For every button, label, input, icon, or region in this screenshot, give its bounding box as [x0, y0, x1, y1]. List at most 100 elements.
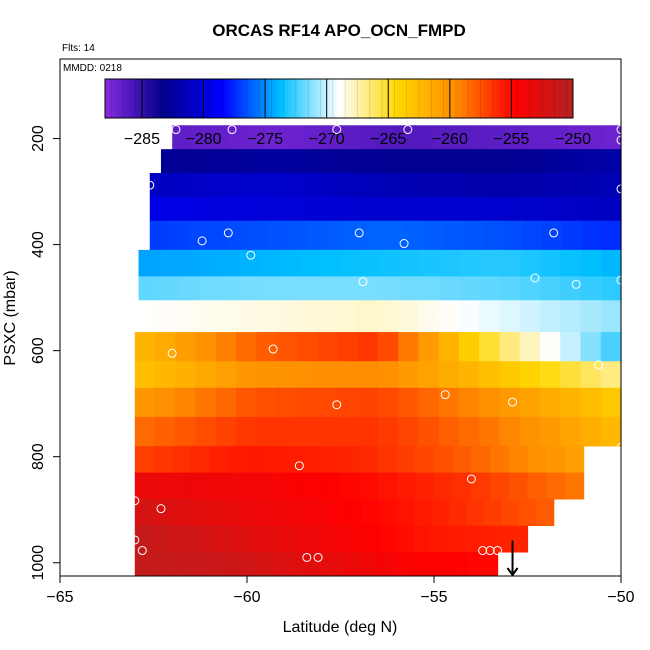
heatmap-cell: [581, 196, 602, 222]
heatmap-cell: [396, 446, 416, 473]
heatmap-cell: [256, 361, 278, 389]
heatmap-cell: [346, 196, 367, 222]
heatmap-cell: [466, 499, 485, 527]
heatmap-cell: [301, 552, 317, 577]
heatmap-cell: [377, 125, 398, 150]
heatmap-cell: [482, 552, 499, 577]
heatmap-cell: [208, 196, 229, 222]
heatmap-cell: [527, 125, 547, 150]
heatmap-cell: [321, 125, 342, 150]
heatmap-cell: [276, 361, 298, 389]
heatmap-cell: [215, 300, 237, 333]
colorbar-tick-label: −285: [124, 131, 160, 148]
heatmap-cell: [522, 220, 544, 251]
heatmap-cell: [600, 332, 622, 362]
heatmap-cell: [479, 361, 501, 389]
heatmap-cell: [298, 525, 316, 553]
heatmap-cell: [490, 446, 510, 473]
x-axis: −65 −60 −55 −50: [46, 576, 635, 606]
heatmap-cell: [180, 149, 200, 174]
heatmap-cell: [580, 361, 602, 389]
sample-point: [530, 273, 540, 283]
heatmap-cell: [539, 332, 561, 362]
heatmap-cell: [359, 472, 379, 500]
heatmap-cell: [361, 552, 378, 577]
heatmap-cell: [479, 387, 501, 418]
heatmap-cell: [232, 525, 250, 553]
heatmap-cell: [200, 525, 218, 553]
heatmap-cell: [339, 276, 361, 301]
heatmap-cell: [415, 472, 435, 500]
heatmap-cell: [317, 416, 338, 447]
heatmap-cell: [371, 149, 392, 174]
heatmap-cell: [483, 499, 502, 527]
heatmap-cell: [216, 525, 234, 553]
heatmap-cell: [500, 249, 522, 277]
heatmap-cell: [398, 387, 420, 418]
heatmap-cell: [424, 196, 445, 222]
heatmap-cell: [536, 499, 555, 527]
heatmap-cell: [396, 499, 415, 527]
heatmap-cell: [580, 300, 602, 333]
heatmap-cell: [365, 220, 386, 251]
heatmap-cell: [218, 249, 240, 277]
heatmap-cell: [319, 249, 341, 277]
heatmap-cell: [228, 220, 249, 251]
heatmap-cell: [165, 552, 181, 577]
heatmap-cell: [256, 300, 278, 333]
heatmap-cell: [291, 499, 310, 527]
heatmap-cell: [405, 196, 426, 222]
heatmap-cell: [149, 173, 170, 198]
sample-point: [429, 310, 439, 320]
heatmap-cell: [377, 361, 399, 389]
heatmap-cell: [499, 332, 521, 362]
heatmap-cell: [198, 276, 220, 301]
heatmap-cell: [357, 332, 379, 362]
heatmap-cell: [337, 416, 359, 447]
sample-point: [197, 236, 207, 246]
heatmap-cell: [284, 446, 304, 473]
heatmap-cell: [155, 332, 176, 362]
heatmap-cell: [134, 332, 156, 362]
heatmap-cell: [418, 387, 440, 418]
x-tick-label: −55: [420, 589, 447, 606]
heatmap-cell: [337, 332, 359, 362]
heatmap-cell: [319, 276, 341, 301]
heatmap-cell: [306, 173, 328, 198]
heatmap-cell: [500, 276, 522, 301]
heatmap-cell: [326, 220, 347, 251]
y-axis: 200 400 600 800 1000: [30, 125, 60, 581]
sample-point: [358, 277, 368, 287]
heatmap-cell: [399, 249, 421, 277]
heatmap-cell: [560, 276, 582, 301]
heatmap-cell: [444, 220, 465, 251]
heatmap-cell: [172, 125, 192, 150]
heatmap-cell: [399, 276, 421, 301]
sample-point: [440, 390, 450, 400]
colorbar-tick-label: −265: [370, 131, 406, 148]
heatmap-cell: [380, 525, 398, 553]
heatmap-cell: [228, 173, 249, 198]
heatmap-cell: [347, 525, 365, 553]
arrow-marker: [506, 540, 519, 577]
heatmap-cell: [160, 149, 181, 174]
heatmap-cell: [581, 220, 602, 251]
heatmap-cell: [134, 416, 156, 447]
heatmap-cell: [519, 300, 541, 333]
heatmap-cell: [357, 416, 379, 447]
heatmap-cell: [357, 300, 379, 333]
heatmap-cell: [153, 446, 173, 473]
y-tick-label: 800: [30, 443, 47, 470]
heatmap-cell: [560, 361, 582, 389]
heatmap-cell: [600, 300, 622, 333]
heatmap-cell: [167, 525, 185, 553]
heatmap-cell: [440, 276, 461, 301]
heatmap-cell: [601, 149, 622, 174]
heatmap-cell: [306, 196, 328, 222]
heatmap-cell: [359, 249, 381, 277]
heatmap-cell: [418, 416, 440, 447]
heatmap-cell: [546, 472, 566, 500]
heatmap-cell: [540, 249, 562, 277]
heatmap-cell: [522, 173, 544, 198]
heatmap-cell: [525, 149, 545, 174]
